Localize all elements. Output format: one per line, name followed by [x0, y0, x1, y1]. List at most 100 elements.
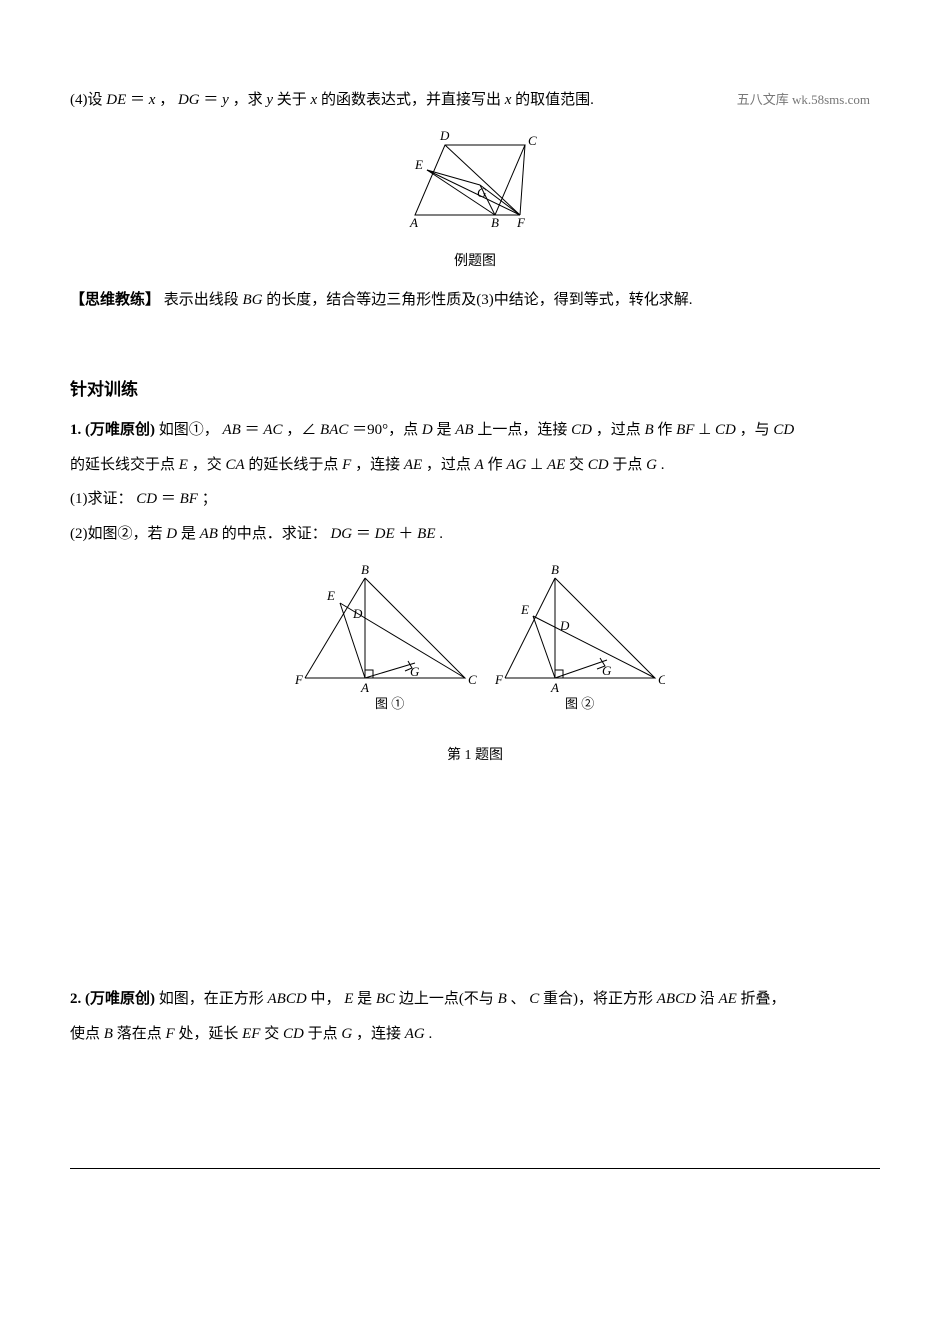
var: y	[266, 92, 273, 108]
watermark-text: 五八文库 wk.58sms.com	[737, 88, 870, 113]
text: 的延长线交于点	[70, 457, 179, 473]
var: x	[149, 92, 156, 108]
label-C: C	[528, 133, 537, 148]
text: 边上一点(不与	[399, 991, 498, 1007]
text: ，过点	[426, 457, 475, 473]
text: 表示出线段	[164, 292, 243, 308]
text: 使点	[70, 1026, 104, 1042]
text: ＝90°，点	[352, 422, 422, 438]
seg: AB	[223, 422, 241, 438]
q1-diagram: A B C D E F G 图 ① A	[285, 558, 665, 728]
text: ；	[202, 491, 217, 507]
var: x	[505, 92, 512, 108]
seg: AB	[455, 422, 473, 438]
label-F2: F	[494, 672, 504, 687]
text: ，∠	[286, 422, 316, 438]
pt: D	[422, 422, 433, 438]
angle: BAC	[320, 422, 348, 438]
pt: G	[341, 1026, 352, 1042]
perp: ⊥	[530, 457, 543, 473]
example-figure: A B C D E F G 例题图	[70, 125, 880, 276]
pt: B	[104, 1026, 113, 1042]
text: 是	[357, 991, 376, 1007]
text: .	[428, 1026, 432, 1042]
spacer	[70, 779, 880, 979]
pt: G	[646, 457, 657, 473]
pt: F	[165, 1026, 174, 1042]
label-F: F	[516, 215, 526, 230]
seg: AG	[405, 1026, 425, 1042]
label-B2: B	[551, 562, 559, 577]
pt: B	[644, 422, 653, 438]
label-A: A	[409, 215, 418, 230]
label-F: F	[294, 672, 304, 687]
text: 折叠，	[741, 991, 786, 1007]
pt: A	[475, 457, 484, 473]
seg: DE	[375, 526, 395, 542]
text: ，	[159, 92, 174, 108]
text: ，求	[233, 92, 267, 108]
text: ，过点	[596, 422, 645, 438]
op: ＝	[161, 491, 176, 507]
label-D2: D	[559, 618, 570, 633]
q2-line2: 使点 B 落在点 F 处，延长 EF 交 CD 于点 G ，连接 AG .	[70, 1020, 880, 1049]
seg: AC	[263, 422, 282, 438]
hint-tag: 【思维教练】	[70, 292, 160, 308]
label-G2: G	[602, 663, 612, 678]
q1-sub2: (2)如图②，若 D 是 AB 的中点．求证： DG ＝ DE ＋ BE .	[70, 520, 880, 549]
seg: BE	[417, 526, 435, 542]
text: 交	[264, 1026, 283, 1042]
label-E2: E	[520, 602, 529, 617]
text: (2)如图②，若	[70, 526, 166, 542]
label-C2: C	[658, 672, 665, 687]
seg: AE	[404, 457, 422, 473]
text: 落在点	[117, 1026, 166, 1042]
label-A: A	[360, 680, 369, 695]
pt: B	[498, 991, 507, 1007]
label-G: G	[410, 664, 420, 679]
text: 是	[436, 422, 455, 438]
section-title: 针对训练	[70, 374, 880, 406]
label-E: E	[414, 157, 423, 172]
op: ＝	[356, 526, 371, 542]
q1-number: 1.	[70, 422, 85, 438]
seg: CA	[225, 457, 244, 473]
label-E: E	[326, 588, 335, 603]
pt: F	[342, 457, 351, 473]
seg: CD	[773, 422, 794, 438]
text: 于点	[612, 457, 646, 473]
text: ，与	[740, 422, 774, 438]
seg: CD	[588, 457, 609, 473]
text: 的长度，结合等边三角形性质及(3)中结论，得到等式，转化求解.	[266, 292, 692, 308]
shape: ABCD	[268, 991, 307, 1007]
footer-divider	[70, 1168, 880, 1169]
seg: BF	[676, 422, 694, 438]
pt: E	[179, 457, 188, 473]
q2-number: 2.	[70, 991, 85, 1007]
label-B: B	[361, 562, 369, 577]
seg: DG	[330, 526, 352, 542]
hint-line: 【思维教练】 表示出线段 BG 的长度，结合等边三角形性质及(3)中结论，得到等…	[70, 286, 880, 315]
text: 的延长线于点	[248, 457, 342, 473]
text: 重合)，将正方形	[543, 991, 657, 1007]
rhombus-diagram: A B C D E F G	[385, 125, 565, 235]
segment: BG	[243, 292, 263, 308]
seg: BF	[180, 491, 198, 507]
text: ，交	[192, 457, 226, 473]
label-C: C	[468, 672, 477, 687]
var: x	[311, 92, 318, 108]
label-A2: A	[550, 680, 559, 695]
text: ，连接	[356, 1026, 405, 1042]
seg: CD	[283, 1026, 304, 1042]
text: 中，	[310, 991, 340, 1007]
q1-sub1: (1)求证： CD ＝ BF ；	[70, 485, 880, 514]
text: 上一点，连接	[477, 422, 571, 438]
text: 处，延长	[178, 1026, 242, 1042]
text: (1)求证：	[70, 491, 133, 507]
op: ＝	[245, 422, 260, 438]
q1-line2: 的延长线交于点 E ，交 CA 的延长线于点 F ，连接 AE ，过点 A 作 …	[70, 451, 880, 480]
text: 的中点．求证：	[222, 526, 327, 542]
var: DE	[106, 92, 126, 108]
perp: ⊥	[698, 422, 711, 438]
op: ＝	[130, 92, 145, 108]
